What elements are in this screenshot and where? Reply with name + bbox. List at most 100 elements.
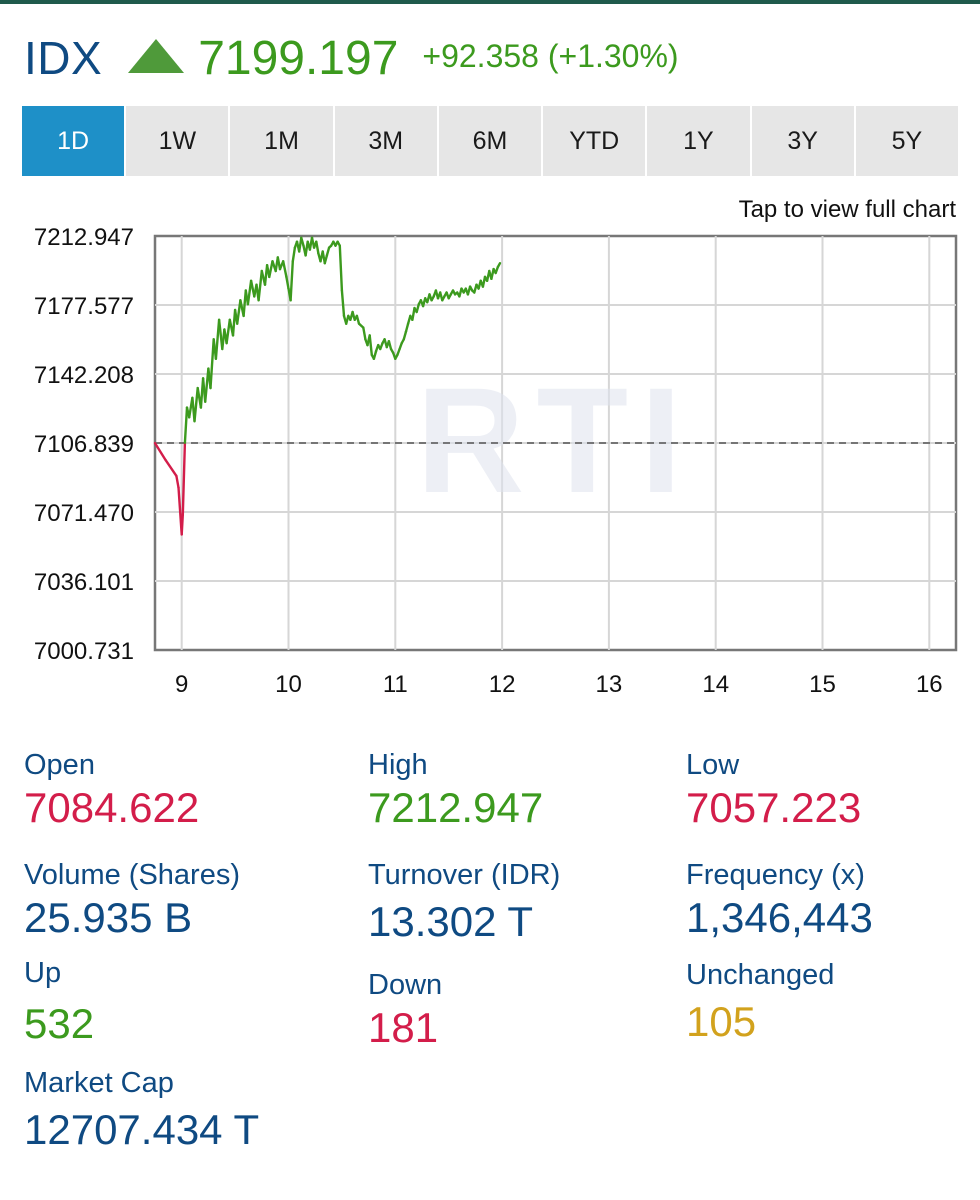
frequency-value: 1,346,443 <box>686 894 873 941</box>
y-tick-label: 7071.470 <box>34 500 134 527</box>
low-value: 7057.223 <box>686 784 862 831</box>
series-segment <box>235 299 242 325</box>
y-tick-label: 7036.101 <box>34 569 134 596</box>
series-segment <box>175 474 180 489</box>
x-tick-label: 15 <box>809 671 836 698</box>
stat-down: Down 181 <box>368 968 442 1054</box>
series-segment <box>415 302 420 314</box>
frequency-label: Frequency (x) <box>686 859 865 891</box>
up-value: 532 <box>24 1000 95 1047</box>
stat-unchanged: Unchanged 105 <box>686 958 834 1048</box>
market-cap-label: Market Cap <box>24 1067 174 1099</box>
series-segment <box>268 260 274 279</box>
y-axis-labels: 7212.947 7177.577 7142.208 7106.839 7071.470… <box>34 224 134 665</box>
y-tick-label: 7212.947 <box>34 224 134 251</box>
tab-1w[interactable]: 1W <box>126 106 231 176</box>
stat-turnover: Turnover (IDR) 13.302 T <box>368 858 560 948</box>
series-segment <box>300 236 305 247</box>
tab-1d[interactable]: 1D <box>22 106 127 176</box>
open-label: Open <box>24 749 95 781</box>
stat-low: Low 7057.223 <box>686 748 861 834</box>
series-segment <box>372 349 378 361</box>
price-change: +92.358 (+1.30%) <box>422 37 679 74</box>
x-tick-label: 12 <box>489 671 516 698</box>
series-segment <box>181 441 187 517</box>
x-tick-label: 16 <box>916 671 943 698</box>
intraday-chart[interactable]: RTI 7212.947 7177.577 7142.208 7106.839 7071… <box>0 200 980 710</box>
volume-label: Volume (Shares) <box>24 859 240 891</box>
series-segment <box>153 441 167 462</box>
series-segment <box>404 322 410 333</box>
high-label: High <box>368 749 428 781</box>
up-label: Up <box>24 957 62 989</box>
tab-3m[interactable]: 3M <box>334 106 439 176</box>
chart-watermark: RTI <box>416 356 694 524</box>
low-label: Low <box>686 749 740 781</box>
tab-3y[interactable]: 3Y <box>751 106 856 176</box>
x-tick-label: 14 <box>702 671 729 698</box>
tab-ytd[interactable]: YTD <box>543 106 648 176</box>
chart-grid <box>153 234 958 652</box>
unchanged-value: 105 <box>686 998 757 1045</box>
triangle-up-icon <box>128 39 185 73</box>
series-segment <box>411 306 416 322</box>
series-segment <box>315 240 320 255</box>
x-tick-label: 10 <box>275 671 302 698</box>
series-segment <box>209 338 215 390</box>
down-value: 181 <box>368 1004 439 1051</box>
series-segment <box>257 269 263 302</box>
series-segment <box>282 260 288 279</box>
series-segment <box>164 459 178 478</box>
y-tick-label: 7000.731 <box>34 638 134 665</box>
x-tick-label: 13 <box>596 671 623 698</box>
open-value: 7084.622 <box>24 784 200 831</box>
tab-5y[interactable]: 5Y <box>855 106 958 176</box>
current-price: 7199.197 <box>198 31 399 85</box>
series-segment <box>368 334 373 357</box>
stat-high: High 7212.947 <box>368 748 543 834</box>
turnover-label: Turnover (IDR) <box>368 859 561 891</box>
series-segment <box>246 279 253 306</box>
y-tick-label: 7106.839 <box>34 431 134 458</box>
timeframe-tabs: 1D 1W 1M 3M 6M YTD 1Y 3Y 5Y <box>22 106 958 176</box>
series-segment <box>291 246 297 263</box>
index-header: IDX 7199.197 +92.358 (+1.30%) <box>24 28 679 88</box>
x-tick-label: 9 <box>175 671 188 698</box>
stat-volume: Volume (Shares) 25.935 B <box>24 858 240 944</box>
top-accent-bar <box>0 0 980 4</box>
series-segment <box>183 406 189 444</box>
series-segment <box>340 289 346 318</box>
series-segment <box>402 330 408 341</box>
stat-frequency: Frequency (x) 1,346,443 <box>686 858 873 944</box>
unchanged-label: Unchanged <box>686 959 835 991</box>
stat-up: Up 532 <box>24 956 94 1050</box>
x-axis-labels: 9 10 11 12 13 14 15 16 <box>175 671 943 698</box>
turnover-value: 13.302 T <box>368 898 534 945</box>
tab-1y[interactable]: 1Y <box>647 106 752 176</box>
series-segment <box>362 326 367 341</box>
x-tick-label: 11 <box>383 671 408 698</box>
series-segment <box>325 246 331 257</box>
tab-1m[interactable]: 1M <box>230 106 335 176</box>
watermark-text: RTI <box>416 356 694 524</box>
series-segment <box>387 339 393 351</box>
series-segment <box>289 260 294 302</box>
series-segment <box>338 244 344 292</box>
series-segment <box>214 318 221 361</box>
high-value: 7212.947 <box>368 784 544 831</box>
y-tick-label: 7177.577 <box>34 293 134 320</box>
stat-market-cap: Market Cap 12707.434 T <box>24 1066 259 1156</box>
down-label: Down <box>368 969 443 1001</box>
tab-6m[interactable]: 6M <box>438 106 544 176</box>
series-segment <box>180 513 185 536</box>
series-segment <box>285 275 290 290</box>
series-segment <box>323 254 329 265</box>
volume-value: 25.935 B <box>24 894 193 941</box>
view-full-chart-link[interactable]: Tap to view full chart <box>738 196 956 223</box>
market-cap-value: 12707.434 T <box>24 1106 260 1153</box>
series-segment <box>496 262 502 269</box>
series-segment <box>355 314 361 325</box>
stat-open: Open 7084.622 <box>24 748 199 834</box>
y-tick-label: 7142.208 <box>34 362 134 389</box>
series-segment <box>225 318 232 345</box>
